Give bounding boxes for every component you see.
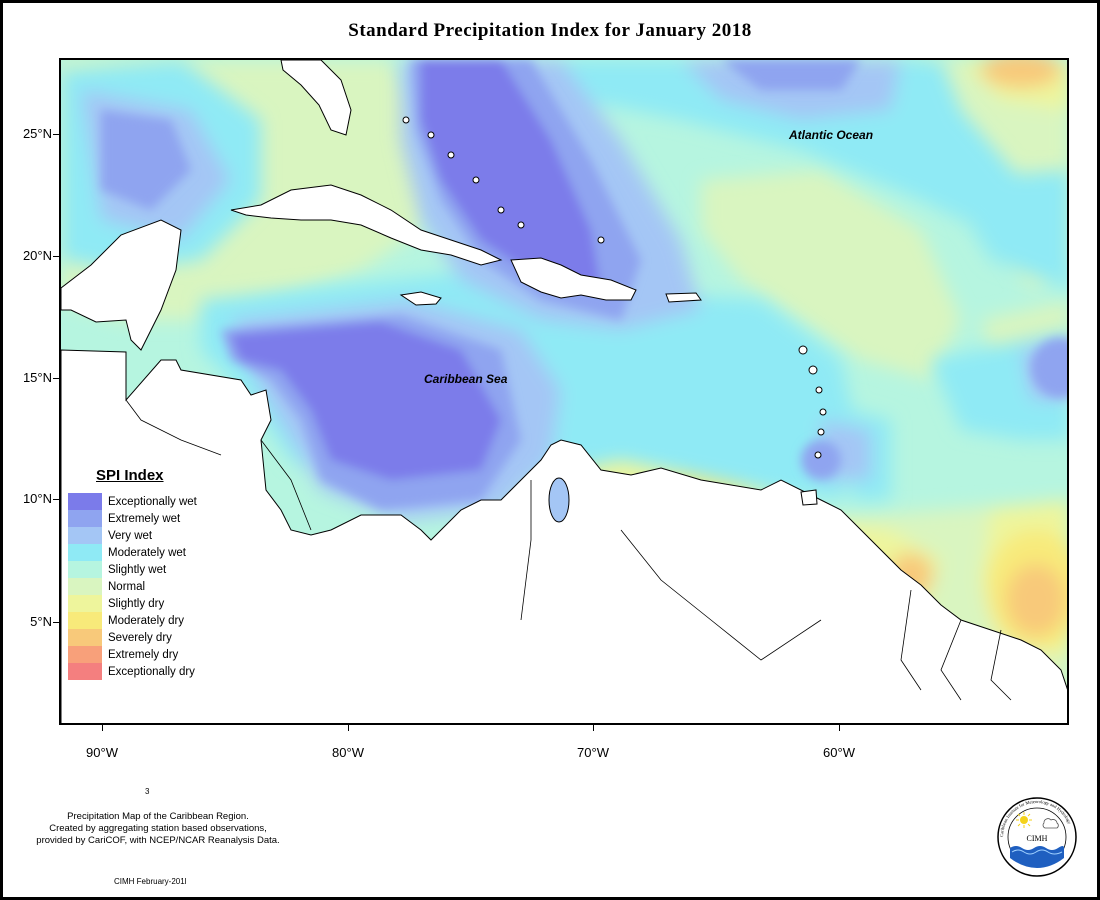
island [817,428,825,436]
legend-swatch [68,544,102,561]
lon-tick [348,725,349,731]
legend-label: Moderately wet [108,546,186,559]
issue-stamp: CIMH February-201l [114,877,187,886]
island [447,151,455,159]
legend-item: Severely dry [68,629,218,646]
legend-swatch [68,493,102,510]
legend-items: Exceptionally wet Extremely wet Very wet Mo… [68,493,218,680]
credit-line: provided by CariCOF, with NCEP/NCAR Rean… [36,835,280,846]
spi-map [59,58,1069,725]
lon-tick [102,725,103,731]
land-masses [61,60,1067,723]
legend-item: Moderately wet [68,544,218,561]
legend-swatch [68,629,102,646]
legend-swatch [68,527,102,544]
cuba-landmass [230,184,503,266]
island [597,236,605,244]
legend-label: Slightly wet [108,563,167,576]
legend-item: Extremely wet [68,510,218,527]
lat-label-20: 20°N [22,248,52,263]
island [497,206,505,214]
island [402,116,410,124]
spi-extreme-fields [101,60,1067,510]
legend-swatch [68,578,102,595]
lat-label-25: 25°N [22,126,52,141]
map-credit: Precipitation Map of the Caribbean Regio… [8,811,308,847]
island [815,386,823,394]
caribbean-sea-label: Caribbean Sea [424,372,508,386]
legend-item: Moderately dry [68,612,218,629]
legend-label: Very wet [108,529,153,542]
lat-label-10: 10°N [22,491,52,506]
legend-item: Slightly wet [68,561,218,578]
legend-label: Exceptionally dry [108,665,195,678]
legend-swatch [68,510,102,527]
legend-label: Slightly dry [108,597,165,610]
legend-swatch [68,646,102,663]
trinidad-landmass [800,489,818,506]
lon-label-60: 60°W [823,745,855,760]
country-borders [125,399,1012,701]
map-title: Standard Precipitation Index for January… [348,20,752,41]
legend-title: SPI Index [96,467,164,484]
lon-tick [593,725,594,731]
spi-legend: SPI Index Exceptionally wet Extremely wet… [68,467,218,680]
legend-label: Moderately dry [108,614,185,627]
lon-label-90: 90°W [86,745,118,760]
sun-icon [1016,812,1032,828]
island [472,176,480,184]
cimh-logo: CIMH Caribbean Institute for Meteorology… [997,797,1077,877]
legend-label: Extremely wet [108,512,181,525]
puerto-rico-landmass [665,292,702,303]
credit-line: Precipitation Map of the Caribbean Regio… [67,811,249,822]
island [808,365,818,375]
jamaica-landmass [399,291,442,306]
legend-label: Exceptionally wet [108,495,197,508]
lat-tick [53,622,59,623]
legend-item: Normal [68,578,218,595]
lat-tick [53,256,59,257]
island [814,451,822,459]
lon-tick [839,725,840,731]
lat-label-5: 5°N [30,614,52,629]
legend-label: Extremely dry [108,648,179,661]
lat-label-15: 15°N [22,370,52,385]
lon-label-70: 70°W [577,745,609,760]
logo-abbr: CIMH [1027,834,1048,843]
legend-item: Exceptionally wet [68,493,218,510]
legend-item: Exceptionally dry [68,663,218,680]
lat-tick [53,378,59,379]
lon-label-80: 80°W [332,745,364,760]
island [427,131,435,139]
island [798,345,808,355]
stray-mark: 3 [145,787,150,796]
lat-tick [53,499,59,500]
lake-maracaibo [548,477,570,523]
spi-contour-map [61,60,1067,723]
florida-landmass [280,60,352,136]
legend-item: Slightly dry [68,595,218,612]
legend-item: Extremely dry [68,646,218,663]
cloud-icon [1042,818,1059,829]
legend-swatch [68,612,102,629]
yucatan-landmass [61,219,182,351]
waves-icon [1010,846,1064,868]
island [819,408,827,416]
legend-swatch [68,595,102,612]
lat-tick [53,134,59,135]
legend-label: Normal [108,580,146,593]
atlantic-ocean-label: Atlantic Ocean [789,128,874,142]
island [517,221,525,229]
south-central-america-landmass [61,349,1067,723]
legend-swatch [68,663,102,680]
legend-label: Severely dry [108,631,172,644]
legend-swatch [68,561,102,578]
credit-line: Created by aggregating station based obs… [49,823,267,834]
hispaniola-landmass [510,257,637,301]
legend-item: Very wet [68,527,218,544]
